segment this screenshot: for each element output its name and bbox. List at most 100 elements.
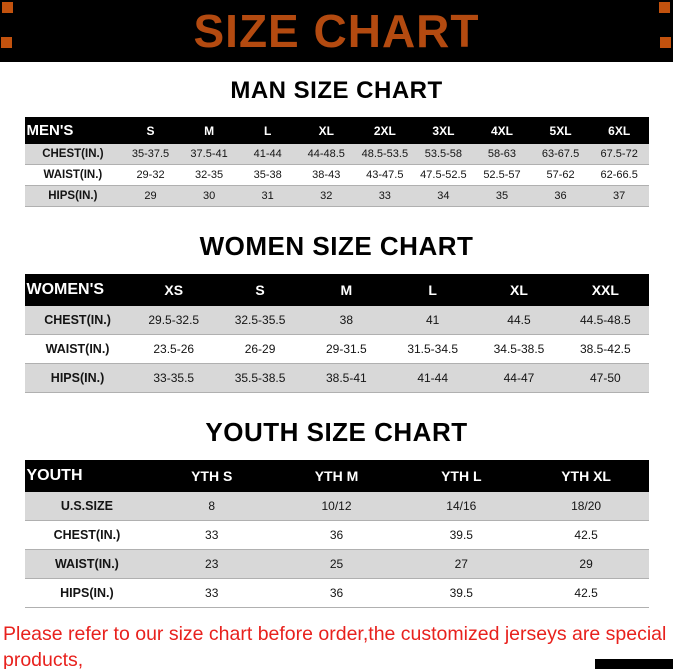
table-title-cell: YOUTH <box>24 460 150 492</box>
bottom-right-black-bar <box>595 659 673 669</box>
banner-title: SIZE CHART <box>193 5 480 57</box>
measurement-row: HIPS(IN.) 33 36 39.5 42.5 <box>24 578 649 608</box>
size-value: 27 <box>398 549 524 579</box>
size-header-cell: YTH M <box>274 460 399 492</box>
size-value: 29-31.5 <box>303 334 390 364</box>
size-value: 35-38 <box>238 164 297 186</box>
size-value: 37 <box>589 185 649 207</box>
measurement-label: WAIST(IN.) <box>24 164 122 186</box>
measurement-label: WAIST(IN.) <box>24 334 131 364</box>
size-value: 42.5 <box>523 578 649 608</box>
corner-square-icon <box>2 2 13 13</box>
measurement-row: CHEST(IN.) 35-37.5 37.5-41 41-44 44-48.5 48.5… <box>24 144 649 165</box>
size-value: 29 <box>523 549 649 579</box>
size-header-cell: 2XL <box>355 117 415 144</box>
size-value: 41 <box>389 306 476 335</box>
size-value: 44-47 <box>475 363 563 393</box>
size-value: 52.5-57 <box>472 164 532 186</box>
measurement-label: HIPS(IN.) <box>24 185 122 207</box>
size-value: 29.5-32.5 <box>130 306 217 335</box>
size-value: 18/20 <box>523 492 649 521</box>
measurement-label: HIPS(IN.) <box>24 578 150 608</box>
size-value: 35.5-38.5 <box>216 363 304 393</box>
size-value: 33 <box>355 185 415 207</box>
size-value: 38.5-41 <box>303 363 390 393</box>
size-header-cell: 6XL <box>589 117 649 144</box>
man-size-table: MEN'S S M L XL 2XL 3XL 4XL 5XL 6XL CHEST(IN.) 35-37… <box>24 117 649 207</box>
size-value: 36 <box>274 520 399 550</box>
size-value: 38.5-42.5 <box>562 334 649 364</box>
man-size-chart-heading: MAN SIZE CHART <box>230 77 443 104</box>
size-value: 38-43 <box>296 164 356 186</box>
women-size-chart-heading: WOMEN SIZE CHART <box>199 231 474 261</box>
measurement-label: CHEST(IN.) <box>24 144 122 165</box>
size-value: 39.5 <box>398 520 524 550</box>
measurement-row: CHEST(IN.) 29.5-32.5 32.5-35.5 38 41 44.5 44.5… <box>24 306 649 335</box>
size-value: 58-63 <box>472 144 532 165</box>
measurement-label: HIPS(IN.) <box>24 363 131 393</box>
size-header-cell: L <box>238 117 297 144</box>
size-header-cell: M <box>179 117 239 144</box>
size-header-cell: 4XL <box>472 117 532 144</box>
man-size-chart-section: MAN SIZE CHART MEN'S S M L XL 2XL 3XL 4XL 5XL 6XL… <box>0 77 673 207</box>
size-value: 31.5-34.5 <box>389 334 476 364</box>
size-header-cell: XL <box>475 274 563 306</box>
size-value: 31 <box>238 185 297 207</box>
size-value: 32.5-35.5 <box>216 306 304 335</box>
youth-size-chart-heading: YOUTH SIZE CHART <box>205 417 468 447</box>
corner-square-icon <box>660 37 671 48</box>
size-header-cell: YTH L <box>398 460 524 492</box>
size-value: 42.5 <box>523 520 649 550</box>
measurement-label: CHEST(IN.) <box>24 520 150 550</box>
size-value: 29 <box>121 185 180 207</box>
size-chart-banner: SIZE CHART <box>0 0 673 62</box>
size-header-cell: L <box>389 274 476 306</box>
size-value: 47.5-52.5 <box>414 164 473 186</box>
size-value: 37.5-41 <box>179 144 239 165</box>
measurement-row: WAIST(IN.) 23.5-26 26-29 29-31.5 31.5-34.5 34… <box>24 334 649 364</box>
size-value: 32 <box>296 185 356 207</box>
corner-square-icon <box>1 37 12 48</box>
size-value: 48.5-53.5 <box>355 144 415 165</box>
size-value: 67.5-72 <box>589 144 649 165</box>
size-value: 41-44 <box>238 144 297 165</box>
table-title-cell: MEN'S <box>24 117 122 144</box>
women-size-table: WOMEN'S XS S M L XL XXL CHEST(IN.) 29.5-32.5 32.5… <box>24 274 649 393</box>
size-value: 44-48.5 <box>296 144 356 165</box>
table-title-cell: WOMEN'S <box>24 274 131 306</box>
size-value: 29-32 <box>121 164 180 186</box>
measurement-row: U.S.SIZE 8 10/12 14/16 18/20 <box>24 492 649 521</box>
youth-size-chart-section: YOUTH SIZE CHART YOUTH YTH S YTH M YTH L YTH… <box>0 417 673 608</box>
size-value: 57-62 <box>531 164 590 186</box>
size-header-cell: S <box>216 274 304 306</box>
size-value: 44.5-48.5 <box>562 306 649 335</box>
size-value: 35-37.5 <box>121 144 180 165</box>
size-value: 26-29 <box>216 334 304 364</box>
youth-size-table: YOUTH YTH S YTH M YTH L YTH XL U.S.SIZE 8 10/12… <box>24 460 649 608</box>
size-value: 33 <box>149 520 275 550</box>
header-row: YOUTH YTH S YTH M YTH L YTH XL <box>24 460 649 492</box>
size-value: 33-35.5 <box>130 363 217 393</box>
size-value: 38 <box>303 306 390 335</box>
size-value: 8 <box>149 492 275 521</box>
size-value: 33 <box>149 578 275 608</box>
size-value: 25 <box>274 549 399 579</box>
size-value: 41-44 <box>389 363 476 393</box>
measurement-row: HIPS(IN.) 29 30 31 32 33 34 35 36 37 <box>24 185 649 207</box>
size-value: 10/12 <box>274 492 399 521</box>
size-value: 34 <box>414 185 473 207</box>
size-header-cell: M <box>303 274 390 306</box>
size-header-cell: XS <box>130 274 217 306</box>
size-value: 62-66.5 <box>589 164 649 186</box>
header-row: MEN'S S M L XL 2XL 3XL 4XL 5XL 6XL <box>24 117 649 144</box>
size-header-cell: XL <box>296 117 356 144</box>
size-value: 30 <box>179 185 239 207</box>
measurement-row: WAIST(IN.) 29-32 32-35 35-38 38-43 43-47.5 47.… <box>24 164 649 186</box>
footer-line-1: Please refer to our size chart before or… <box>3 623 667 669</box>
size-value: 36 <box>274 578 399 608</box>
size-value: 35 <box>472 185 532 207</box>
size-header-cell: 5XL <box>531 117 590 144</box>
measurement-row: HIPS(IN.) 33-35.5 35.5-38.5 38.5-41 41-44 44-… <box>24 363 649 393</box>
footer-note: Please refer to our size chart before or… <box>3 622 673 669</box>
size-value: 44.5 <box>475 306 563 335</box>
